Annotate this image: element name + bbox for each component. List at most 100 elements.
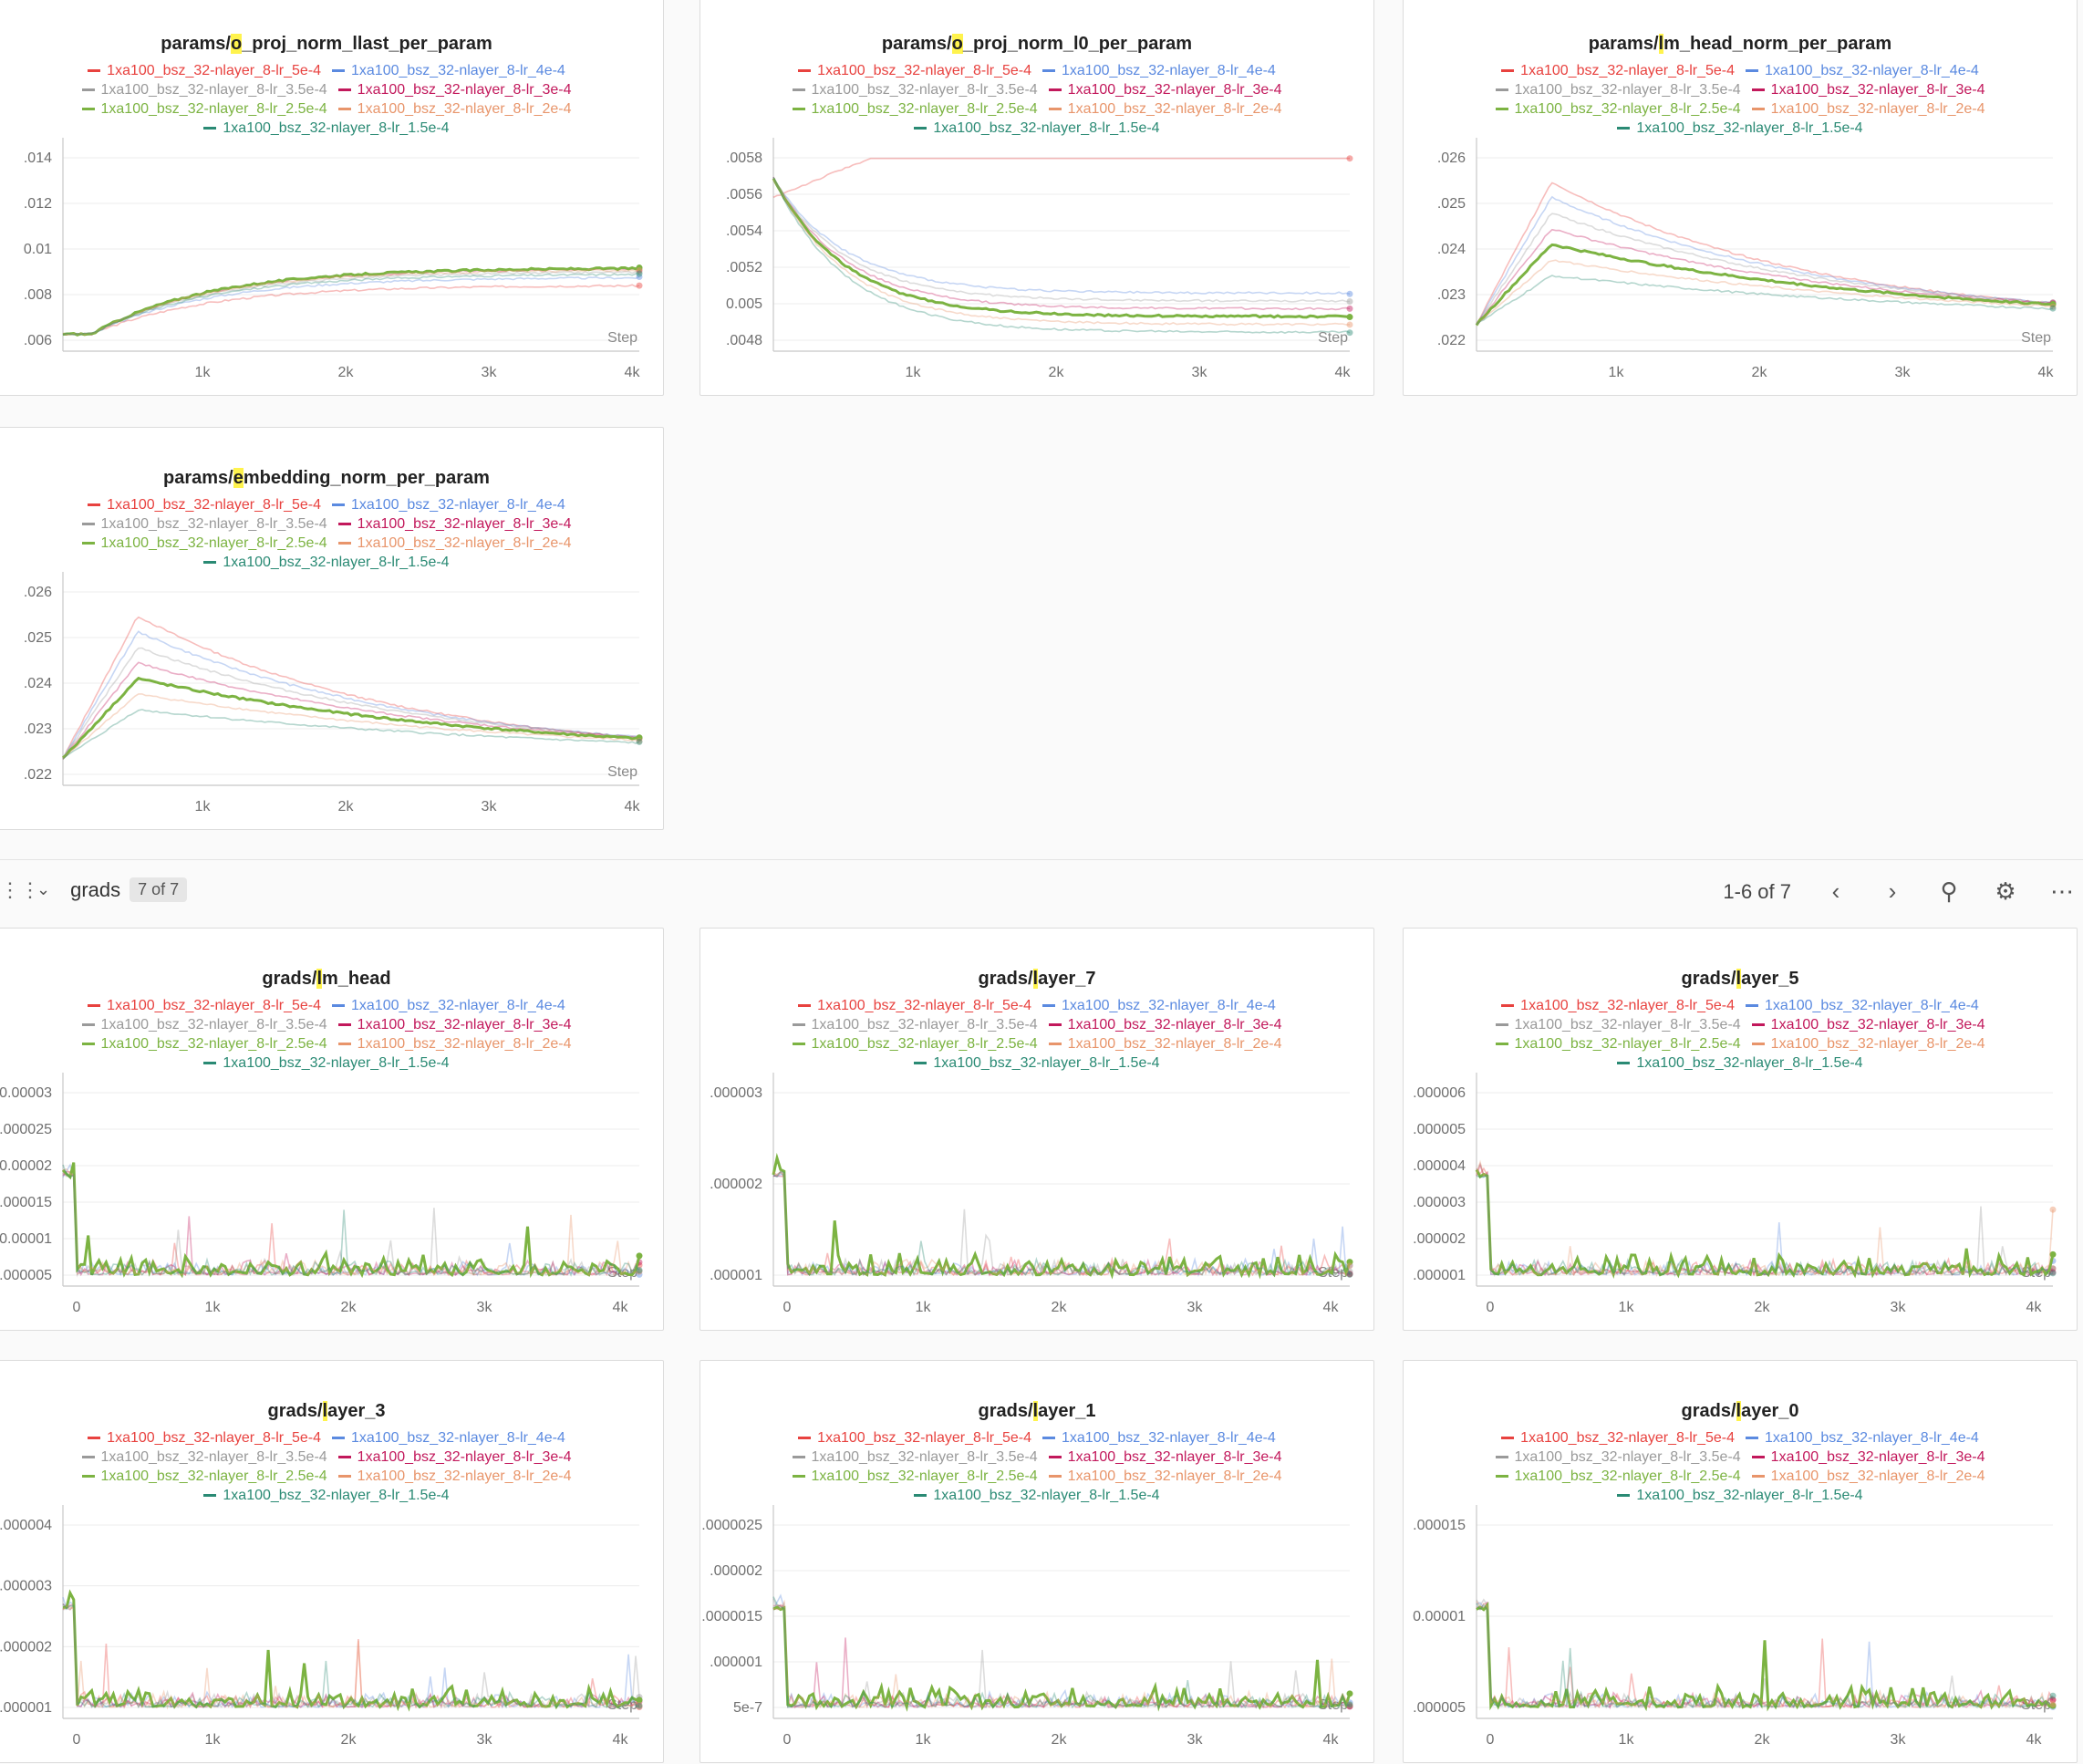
x-tick-label: 0 <box>783 1300 792 1315</box>
series-line[interactable] <box>1477 1176 2053 1275</box>
x-tick-label: 1k <box>906 365 922 380</box>
series-line[interactable] <box>63 1165 639 1275</box>
y-tick-label: .000003 <box>1413 1195 1466 1210</box>
more-options-icon[interactable]: ⋯ <box>2050 877 2074 906</box>
series-line[interactable] <box>1477 1169 2053 1274</box>
x-tick-label: 4k <box>613 1732 629 1748</box>
y-tick-label: .0048 <box>726 333 762 348</box>
series-line[interactable] <box>1477 213 2053 325</box>
x-tick-label: 2k <box>341 1300 358 1315</box>
line-chart[interactable]: .000001.000002.000003.0000040 1k 2k 3k 4kSte… <box>0 1361 664 1763</box>
chevron-right-icon[interactable]: › <box>1881 877 1904 906</box>
line-chart[interactable]: .0048 0.005 .0052 .0054 .0056 .0058 1k 2k 3k 4k St… <box>700 0 1374 396</box>
x-tick-label: 3k <box>1187 1732 1204 1748</box>
chart-panel-embedding-norm[interactable]: params/embedding_norm_per_param 1xa100_bs… <box>0 427 664 830</box>
series-line[interactable] <box>63 1604 639 1707</box>
series-line[interactable] <box>1477 244 2053 325</box>
line-chart[interactable]: 5e-7.000001.0000015.000002.00000250 1k 2k 3… <box>700 1361 1374 1763</box>
series-end-point <box>1347 314 1353 320</box>
x-tick-label: 0 <box>1487 1732 1495 1748</box>
series-line[interactable] <box>63 1165 639 1274</box>
series-line[interactable] <box>773 1158 1350 1275</box>
x-tick-label: 4k <box>2026 1300 2043 1315</box>
y-tick-label: 0.000015 <box>0 1195 52 1210</box>
series-line[interactable] <box>773 159 1350 198</box>
series-line[interactable] <box>63 1172 639 1275</box>
y-tick-label: .000004 <box>0 1518 52 1533</box>
series-line[interactable] <box>773 1607 1350 1707</box>
chart-panel-grads-layer-0[interactable]: grads/layer_0 1xa100_bsz_32-nlayer_8-lr_5… <box>1403 1360 2078 1763</box>
series-line[interactable] <box>1477 230 2053 324</box>
series-line[interactable] <box>63 1604 639 1707</box>
x-tick-label: 0 <box>73 1300 81 1315</box>
series-line[interactable] <box>63 1169 639 1275</box>
line-chart[interactable]: 0.0000050.000010.0000150.000020.0000250.… <box>0 929 664 1331</box>
series-line[interactable] <box>63 1606 639 1707</box>
chevron-down-icon[interactable]: ⌄ <box>36 880 50 899</box>
series-line[interactable] <box>773 179 1350 317</box>
series-line[interactable] <box>63 1173 639 1275</box>
section-title[interactable]: grads <box>70 878 120 902</box>
series-end-point <box>2050 306 2057 312</box>
chevron-left-icon[interactable]: ‹ <box>1824 877 1848 906</box>
y-tick-label: 0.000025 <box>0 1122 52 1137</box>
series-line[interactable] <box>773 1599 1350 1707</box>
chart-panel-grads-layer-5[interactable]: grads/layer_5 1xa100_bsz_32-nlayer_8-lr_5… <box>1403 928 2078 1331</box>
series-line[interactable] <box>63 679 639 758</box>
series-line[interactable] <box>1477 1605 2053 1707</box>
series-line[interactable] <box>63 277 639 336</box>
y-tick-label: .024 <box>24 676 52 691</box>
series-line[interactable] <box>773 177 1350 302</box>
series-line[interactable] <box>63 1163 639 1275</box>
chart-panel-grads-layer-7[interactable]: grads/layer_7 1xa100_bsz_32-nlayer_8-lr_5… <box>700 928 1374 1331</box>
y-tick-label: .0058 <box>726 150 762 166</box>
chart-panel-o-proj-l0[interactable]: params/o_proj_norm_l0_per_param 1xa100_bs… <box>700 0 1374 396</box>
series-line[interactable] <box>63 1173 639 1275</box>
pin-icon[interactable]: ⚲ <box>1937 877 1961 906</box>
series-line[interactable] <box>773 1597 1350 1707</box>
series-line[interactable] <box>773 1605 1350 1707</box>
y-tick-label: .0056 <box>726 187 762 202</box>
series-line[interactable] <box>773 1595 1350 1707</box>
x-tick-label: 1k <box>205 1732 222 1748</box>
line-chart[interactable]: .006 .008 0.01 .012 .014 1k 2k 3k 4k Step <box>0 0 664 396</box>
series-line[interactable] <box>63 272 639 335</box>
series-line[interactable] <box>773 1603 1350 1707</box>
series-line[interactable] <box>773 178 1350 294</box>
y-tick-label: .000006 <box>1413 1085 1466 1101</box>
series-line[interactable] <box>1477 1168 2053 1275</box>
section-divider <box>0 859 2083 860</box>
series-line[interactable] <box>63 1597 639 1707</box>
line-chart[interactable]: .022 .023 .024 .025 .026 1k 2k 3k 4k Step <box>1404 0 2078 396</box>
y-tick-label: .006 <box>24 333 52 348</box>
drag-handle-icon[interactable]: ⋮⋮ <box>0 878 20 902</box>
y-tick-label: .0000025 <box>701 1518 762 1533</box>
series-end-point <box>1347 298 1353 305</box>
series-line[interactable] <box>1477 183 2053 325</box>
x-tick-label: 2k <box>341 1732 358 1748</box>
series-line[interactable] <box>63 1605 639 1707</box>
series-line[interactable] <box>63 694 639 759</box>
series-line[interactable] <box>63 268 639 336</box>
series-line[interactable] <box>773 1605 1350 1707</box>
series-line[interactable] <box>63 1604 639 1707</box>
chart-panel-lm-head-norm[interactable]: params/lm_head_norm_per_param 1xa100_bsz_… <box>1403 0 2078 396</box>
y-tick-label: .022 <box>24 767 52 783</box>
series-line[interactable] <box>1477 1170 2053 1275</box>
series-line[interactable] <box>773 179 1350 326</box>
line-chart[interactable]: .000001 .000002 .000003 .000004 .000005 .0000… <box>1404 929 2078 1331</box>
chart-panel-grads-layer-3[interactable]: grads/layer_3 1xa100_bsz_32-nlayer_8-lr_5… <box>0 1360 664 1763</box>
line-chart[interactable]: .022 .023 .024 .025 .026 1k 2k 3k 4k Step <box>0 428 664 830</box>
chart-panel-o-proj-llast[interactable]: params/o_proj_norm_llast_per_param 1xa100… <box>0 0 664 396</box>
chart-panel-grads-layer-1[interactable]: grads/layer_1 1xa100_bsz_32-nlayer_8-lr_5… <box>700 1360 1374 1763</box>
series-line[interactable] <box>63 1593 639 1707</box>
series-end-point <box>2050 1207 2057 1213</box>
series-line[interactable] <box>773 177 1350 309</box>
chart-panel-grads-lm-head[interactable]: grads/lm_head 1xa100_bsz_32-nlayer_8-lr_5… <box>0 928 664 1331</box>
gear-icon[interactable]: ⚙ <box>1994 877 2017 906</box>
y-tick-label: 0.00002 <box>0 1158 52 1174</box>
x-tick-label: 4k <box>625 365 641 380</box>
series-line[interactable] <box>63 617 639 760</box>
line-chart[interactable]: .0000050.00001.0000150 1k 2k 3k 4kStep <box>1404 1361 2078 1763</box>
